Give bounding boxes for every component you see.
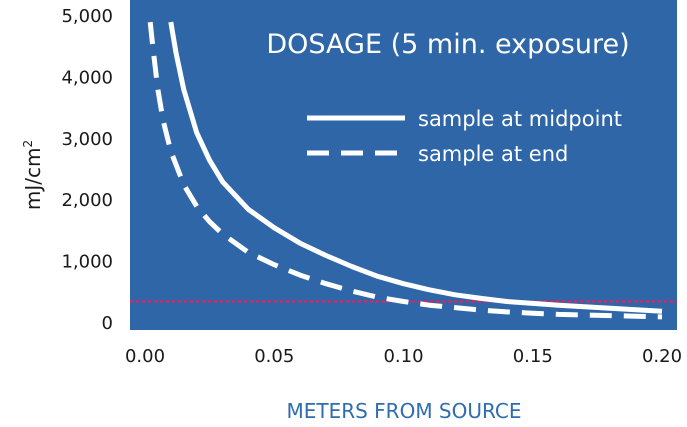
y-tick-label: 5,000: [61, 6, 113, 27]
x-tick-label: 0.20: [642, 346, 682, 367]
series-line-midpoint: [168, 21, 663, 314]
x-tick-label: 0.00: [125, 346, 165, 367]
y-tick-label: 4,000: [61, 67, 113, 88]
y-axis-label: mJ/cm2: [21, 140, 45, 210]
x-tick-label: 0.05: [254, 346, 294, 367]
y-axis-label-superscript: 2: [21, 140, 35, 148]
y-axis-ticks: 0 1,000 2,000 3,000 4,000 5,000: [61, 6, 113, 334]
y-axis-label-main: mJ/cm: [21, 148, 45, 211]
legend-label-end: sample at end: [418, 142, 568, 166]
series-line-end: [147, 21, 663, 320]
y-tick-label: 1,000: [61, 252, 113, 273]
legend-label-midpoint: sample at midpoint: [418, 107, 622, 131]
x-axis-ticks: 0.00 0.05 0.10 0.15 0.20: [125, 346, 682, 367]
x-axis-label: METERS FROM SOURCE: [286, 399, 521, 423]
legend: sample at midpoint sample at end: [307, 107, 622, 166]
y-tick-label: 0: [102, 313, 113, 334]
x-tick-label: 0.15: [513, 346, 553, 367]
series-layer: [147, 21, 663, 320]
y-tick-label: 3,000: [61, 129, 113, 150]
x-tick-label: 0.10: [383, 346, 423, 367]
plot-background: [130, 0, 677, 330]
y-tick-label: 2,000: [61, 190, 113, 211]
chart-title: DOSAGE (5 min. exposure): [266, 29, 629, 60]
